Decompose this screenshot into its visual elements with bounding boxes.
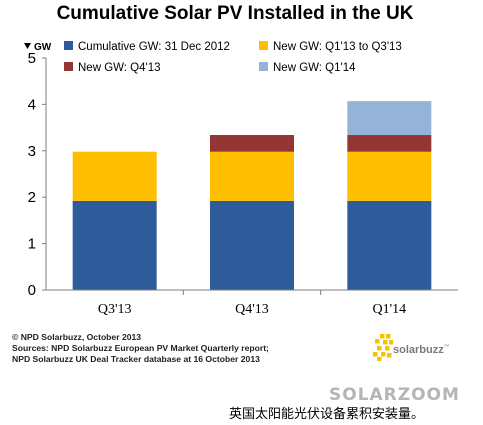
logo-square <box>381 352 386 357</box>
legend-swatch <box>64 62 73 71</box>
logo-square <box>377 346 382 351</box>
caption: 英国太阳能光伏设备累积安装量。 <box>229 407 425 422</box>
logo-square <box>386 334 391 339</box>
copyright-text: © NPD Solarbuzz, October 2013 <box>12 332 142 342</box>
x-tick-label: Q3'13 <box>98 302 132 317</box>
legend-label: Cumulative GW: 31 Dec 2012 <box>78 41 230 53</box>
y-tick-label: 4 <box>28 96 36 113</box>
y-axis-unit-label: GW <box>34 42 52 53</box>
logo-text: solarbuzz™ <box>393 344 450 356</box>
legend-label: New GW: Q1'13 to Q3'13 <box>273 41 402 53</box>
y-tick-label: 3 <box>28 143 36 160</box>
sources-line-1: Sources: NPD Solarbuzz European PV Marke… <box>12 343 269 353</box>
y-tick-label: 5 <box>28 50 36 67</box>
bar-segment <box>347 101 432 136</box>
legend-swatch <box>259 41 268 50</box>
solarbuzz-logo-icon <box>373 334 393 361</box>
legend-label: New GW: Q4'13 <box>78 62 161 74</box>
bar-segment <box>210 200 294 290</box>
watermark: SOLARZOOM <box>329 385 460 405</box>
y-tick-label: 2 <box>28 189 36 206</box>
logo-square <box>375 339 380 344</box>
y-tick-label: 0 <box>28 282 36 299</box>
bar-segment <box>210 135 294 152</box>
logo-square <box>373 352 378 357</box>
logo-square <box>389 340 393 345</box>
solarbuzz-logo: solarbuzz™ <box>371 331 461 361</box>
y-tick-label: 1 <box>28 236 36 253</box>
logo-square <box>377 357 382 361</box>
x-tick-label: Q1'14 <box>373 302 407 317</box>
logo-square <box>383 340 388 345</box>
bar-segment <box>72 151 157 201</box>
logo-square <box>385 346 390 351</box>
source-notes: © NPD Solarbuzz, October 2013 Sources: N… <box>12 332 269 365</box>
x-tick-label: Q4'13 <box>235 302 269 317</box>
logo-square <box>380 334 385 339</box>
legend-label: New GW: Q1'14 <box>273 62 356 74</box>
bar-segment <box>210 151 294 201</box>
bar-segment <box>72 200 157 290</box>
sources-line-2: NPD Solarbuzz UK Deal Tracker database a… <box>12 354 260 364</box>
logo-square <box>387 353 392 358</box>
bar-segment <box>347 200 432 290</box>
chart-title: Cumulative Solar PV Installed in the UK <box>57 3 414 24</box>
bar-segment <box>347 151 432 201</box>
bar-segment <box>347 135 432 152</box>
legend-swatch <box>259 62 268 71</box>
y-axis-unit-arrow-icon <box>24 43 31 49</box>
legend-swatch <box>64 41 73 50</box>
